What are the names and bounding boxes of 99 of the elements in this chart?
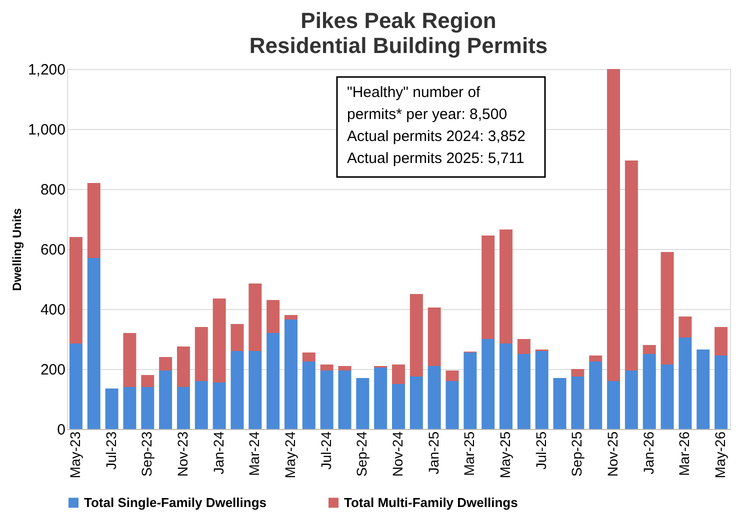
x-tick-label: Jan-25 <box>425 431 442 474</box>
bar <box>500 344 513 429</box>
x-tick-label: Jan-24 <box>210 431 226 474</box>
bar <box>69 237 82 344</box>
x-tick-label: Nov-25 <box>604 431 621 477</box>
x-tick-label: Mar-25 <box>461 431 478 476</box>
bar <box>392 364 405 384</box>
bar <box>410 376 423 429</box>
bar <box>141 375 154 387</box>
x-tick-label: May-26 <box>712 431 728 478</box>
bar <box>212 382 226 429</box>
bar <box>535 351 548 429</box>
bar <box>266 300 280 333</box>
legend-label: Total Multi-Family Dwellings <box>344 494 518 510</box>
bar <box>105 388 118 429</box>
x-tick-label: Mar-26 <box>676 431 692 476</box>
bar <box>446 370 459 381</box>
bar <box>678 338 692 429</box>
x-tick-label: Sep-23 <box>138 431 155 477</box>
bar <box>248 284 262 351</box>
bar <box>517 354 530 429</box>
bar <box>230 324 244 351</box>
bar <box>482 339 495 429</box>
bar <box>678 316 692 338</box>
bar <box>660 252 674 364</box>
bar <box>571 376 584 429</box>
annotation: "Healthy" number of permits* per year: 8,500 Actual permits 2024: 3,852 Actual permits 2025: 5,711 <box>347 84 526 167</box>
bar <box>607 69 620 381</box>
bar <box>607 381 620 429</box>
bar <box>302 362 316 429</box>
bar <box>571 369 584 376</box>
bar <box>714 356 728 429</box>
x-tick-label: Jan-26 <box>640 431 656 474</box>
bar <box>141 387 154 429</box>
bar <box>642 354 656 429</box>
bar <box>696 350 710 429</box>
x-tick-label: Nov-24 <box>390 431 406 477</box>
chart-title: Pikes Peak Region <box>300 8 496 33</box>
bar <box>589 362 602 429</box>
x-tick-label: May-25 <box>497 431 514 478</box>
bar <box>374 368 388 429</box>
y-tick-label: 600 <box>40 242 66 258</box>
bar <box>284 315 298 320</box>
bar <box>392 384 405 429</box>
bar <box>500 230 513 344</box>
bar <box>428 366 441 429</box>
bar <box>194 327 208 381</box>
bar <box>320 370 334 429</box>
bar <box>589 356 602 362</box>
x-tick-label: Jul-25 <box>532 431 549 470</box>
bar <box>159 370 172 429</box>
bar <box>464 352 477 429</box>
chart-subtitle: Residential Building Permits <box>249 33 548 58</box>
bar <box>624 370 638 429</box>
bar <box>284 320 298 429</box>
y-tick-label: 400 <box>40 302 66 318</box>
y-tick-label: 1,200 <box>28 62 66 78</box>
y-tick-label: 0 <box>57 422 66 438</box>
y-axis-title: Dwelling Units <box>10 208 24 291</box>
bar <box>356 378 370 429</box>
x-tick-label: May-24 <box>282 431 298 478</box>
bar <box>230 351 244 429</box>
bar <box>320 364 334 370</box>
bar <box>410 294 423 376</box>
bar <box>69 344 82 429</box>
x-tick-label: Mar-24 <box>246 431 262 476</box>
bar <box>266 333 280 429</box>
bar <box>123 387 136 429</box>
x-tick-label: Nov-23 <box>174 431 190 477</box>
y-tick-label: 200 <box>40 362 66 378</box>
y-tick-label: 800 <box>40 182 66 198</box>
bar <box>660 364 674 429</box>
bar <box>517 339 530 354</box>
legend-label: Total Single-Family Dwellings <box>84 494 267 510</box>
y-tick-label: 1,000 <box>28 122 66 138</box>
bar <box>212 298 226 382</box>
x-tick-label: Jul-23 <box>102 431 119 470</box>
bar <box>338 370 352 429</box>
bar <box>482 236 495 339</box>
x-tick-label: May-23 <box>66 431 83 478</box>
x-tick-label: Sep-25 <box>568 431 585 477</box>
bar <box>624 160 638 370</box>
bar <box>428 308 441 366</box>
x-tick-label: Sep-24 <box>354 431 370 477</box>
bar <box>248 351 262 429</box>
bar <box>176 387 190 429</box>
bar <box>176 346 190 387</box>
bar <box>159 357 172 370</box>
x-tick-label: Jul-24 <box>318 431 334 470</box>
bar <box>302 352 316 362</box>
bar <box>194 381 208 429</box>
bar <box>338 366 352 370</box>
bar <box>642 345 656 354</box>
bar <box>123 333 136 387</box>
bar <box>87 258 100 429</box>
bar <box>553 378 566 429</box>
bar <box>87 183 100 258</box>
bar <box>446 381 459 429</box>
bar <box>714 327 728 356</box>
